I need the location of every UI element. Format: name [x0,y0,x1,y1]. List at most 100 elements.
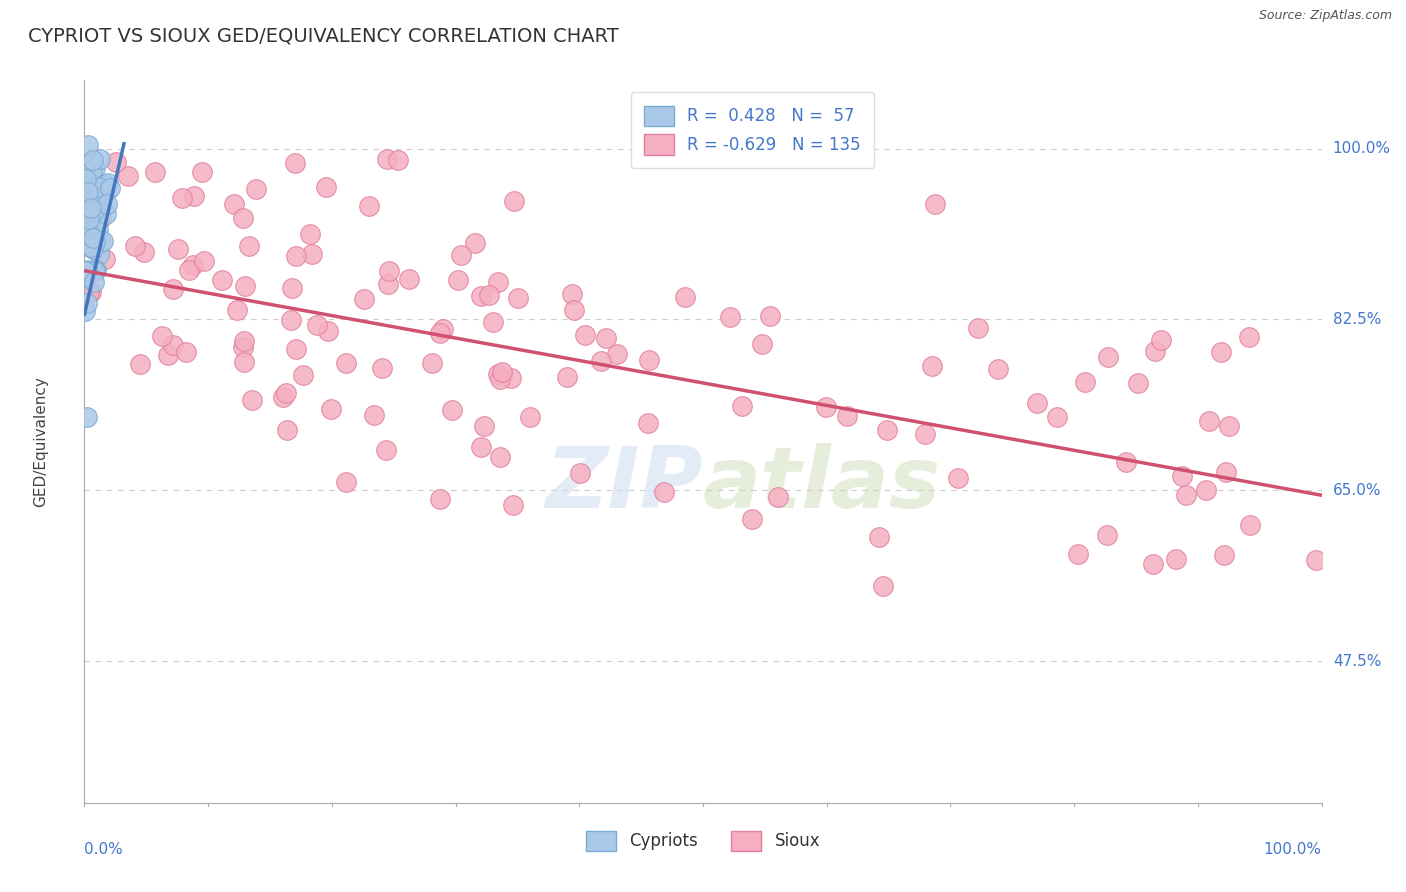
Point [156,347,179,361]
Point [1305,553,1327,567]
Point [1218,418,1240,433]
Point [80,219,103,233]
Point [132,244,155,259]
Point [84,190,107,204]
Text: GED/Equivalency: GED/Equivalency [34,376,49,507]
Point [477,288,499,302]
Point [652,485,675,500]
Point [90,211,112,226]
Text: 47.5%: 47.5% [1333,654,1381,669]
Point [77,238,100,252]
Point [75,172,97,186]
Point [429,326,451,340]
Point [193,254,215,268]
Point [751,336,773,351]
Point [73,230,96,244]
Point [489,372,512,386]
Point [82,205,104,219]
Text: ZIP: ZIP [546,443,703,526]
Point [79,201,101,215]
Text: 0.0%: 0.0% [84,842,124,856]
Point [233,355,256,369]
Point [1143,344,1166,359]
Point [375,152,398,166]
Point [1097,528,1119,542]
Point [76,410,98,425]
Text: 82.5%: 82.5% [1333,312,1381,327]
Point [440,403,463,417]
Point [80,176,103,190]
Point [284,249,307,263]
Point [1073,375,1095,389]
Point [987,362,1010,376]
Point [595,331,617,345]
Point [375,442,398,457]
Point [179,263,201,277]
Point [731,399,754,413]
Point [398,272,420,286]
Point [472,419,495,434]
Point [83,203,105,218]
Point [211,273,233,287]
Point [353,292,375,306]
Point [766,490,789,504]
Point [319,402,342,417]
Point [335,475,357,490]
Point [1150,333,1173,347]
Point [80,206,103,220]
Point [370,361,392,376]
Point [837,409,859,423]
Text: Source: ZipAtlas.com: Source: ZipAtlas.com [1258,9,1392,22]
Point [276,385,298,400]
Point [1195,483,1218,498]
Point [172,191,194,205]
Point [464,235,486,250]
Point [222,196,245,211]
Point [235,278,257,293]
Point [284,156,307,170]
Point [1175,488,1198,502]
Point [94,207,117,221]
Point [1211,345,1233,359]
Point [1170,469,1192,483]
Point [79,212,101,227]
Point [77,285,100,300]
Point [318,324,340,338]
Point [76,185,98,199]
Point [914,426,936,441]
Point [84,195,107,210]
Point [77,167,100,181]
Point [174,344,197,359]
Point [94,252,117,266]
Point [83,275,105,289]
Point [673,289,696,303]
Point [447,272,470,286]
Point [589,354,612,368]
Point [1045,410,1067,425]
Point [84,161,107,175]
Point [1115,454,1137,468]
Point [1215,465,1237,479]
Point [280,281,302,295]
Point [377,264,399,278]
Point [814,400,837,414]
Point [83,233,105,247]
Point [82,235,104,249]
Point [562,302,585,317]
Point [167,242,190,256]
Point [519,410,541,425]
Point [876,423,898,437]
Point [77,236,100,251]
Point [76,296,98,310]
Point [80,209,103,223]
Point [357,199,380,213]
Point [489,450,512,464]
Point [488,275,510,289]
Point [80,228,103,243]
Point [98,181,121,195]
Legend: Cypriots, Sioux: Cypriots, Sioux [578,822,828,860]
Point [363,409,385,423]
Point [84,263,107,277]
Point [387,153,409,168]
Point [94,186,117,200]
